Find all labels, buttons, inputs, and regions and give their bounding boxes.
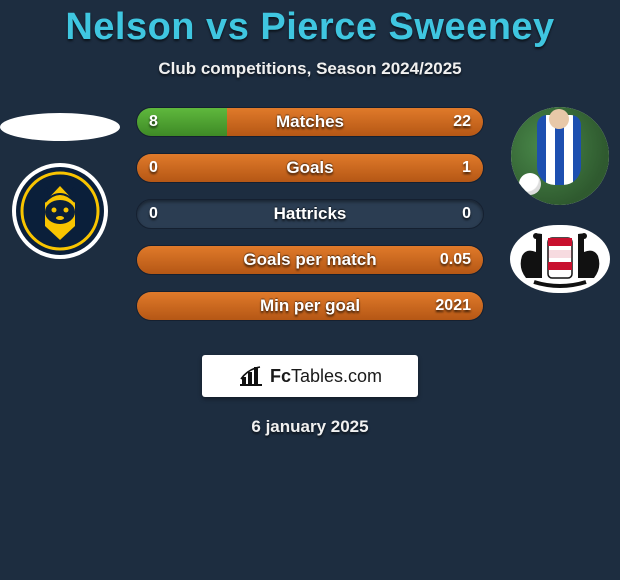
left-club-badge	[12, 163, 108, 259]
comparison-block: 8 Matches 22 0 Goals 1 0 Hattricks 0 Goals per ma…	[0, 107, 620, 337]
stat-left-value: 8	[149, 113, 158, 131]
page-title: Nelson vs Pierce Sweeney	[0, 0, 620, 49]
brand-label: FcTables.com	[270, 366, 382, 387]
date-label: 6 january 2025	[0, 417, 620, 437]
right-club-badge	[510, 225, 610, 293]
stat-label: Goals	[286, 158, 333, 178]
stat-label: Goals per match	[243, 250, 376, 270]
brand-badge: FcTables.com	[202, 355, 418, 397]
stat-bar: 8 Matches 22	[136, 107, 484, 137]
right-player-column	[500, 107, 620, 293]
subtitle: Club competitions, Season 2024/2025	[0, 59, 620, 79]
bar-chart-icon	[238, 365, 264, 387]
stat-bars: 8 Matches 22 0 Goals 1 0 Hattricks 0 Goals per ma…	[136, 107, 484, 321]
left-player-column	[0, 107, 120, 259]
right-player-avatar	[511, 107, 609, 205]
stat-label: Min per goal	[260, 296, 360, 316]
stat-bar: Min per goal 2021	[136, 291, 484, 321]
stat-right-value: 22	[453, 113, 471, 131]
stat-label: Hattricks	[274, 204, 347, 224]
stat-right-value: 2021	[435, 297, 471, 315]
stat-right-value: 0	[462, 205, 471, 223]
stat-bar: Goals per match 0.05	[136, 245, 484, 275]
stat-left-value: 0	[149, 205, 158, 223]
stat-label: Matches	[276, 112, 344, 132]
stat-right-value: 1	[462, 159, 471, 177]
stat-bar: 0 Goals 1	[136, 153, 484, 183]
exeter-city-crest-icon	[512, 228, 608, 290]
stat-bar-fill-right	[227, 108, 483, 136]
stat-right-value: 0.05	[440, 251, 471, 269]
stat-bar: 0 Hattricks 0	[136, 199, 484, 229]
oxford-united-crest-icon	[15, 166, 105, 256]
left-player-avatar	[0, 113, 120, 141]
stat-left-value: 0	[149, 159, 158, 177]
